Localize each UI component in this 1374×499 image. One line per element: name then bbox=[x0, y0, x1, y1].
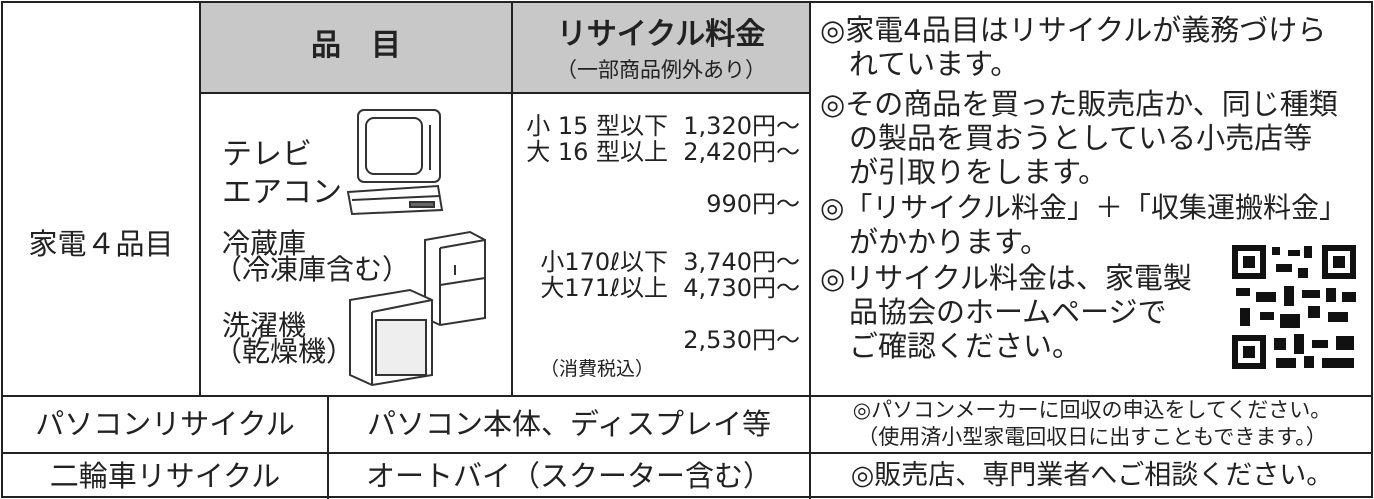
aircon-icon bbox=[346, 184, 444, 216]
fee: 小 15 型以下 1,320円～ bbox=[526, 112, 800, 140]
row-note: （使用済小型家電回収日に出すこともできます。） bbox=[857, 425, 1327, 449]
note-line: 品協会のホームページで bbox=[849, 295, 1167, 329]
item-name: 冷蔵庫 bbox=[222, 227, 307, 260]
header-bg bbox=[200, 2, 810, 93]
item-name: （冷凍庫含む） bbox=[214, 253, 411, 286]
note-line: ◎リサイクル料金は、家電製 bbox=[820, 261, 1192, 295]
fridge-icon bbox=[424, 230, 486, 327]
header-fee-note: （一部商品例外あり） bbox=[556, 58, 766, 82]
note-line: ご確認ください。 bbox=[849, 329, 1082, 363]
note-line: の製品を買おうとしている小売店等 bbox=[849, 121, 1313, 155]
item-name: （乾燥機） bbox=[214, 335, 355, 368]
fee: 990円～ bbox=[706, 190, 800, 218]
note-line: ◎その商品を買った販売店か、同じ種類 bbox=[820, 87, 1338, 121]
item-name: テレビ bbox=[222, 137, 312, 172]
note-line: がかかります。 bbox=[849, 225, 1050, 259]
row-item: オートバイ（スクーター含む） bbox=[365, 459, 772, 493]
tax-note: （消費税込） bbox=[540, 358, 655, 380]
header-fee: リサイクル料金 bbox=[556, 17, 766, 52]
washer-icon bbox=[349, 288, 433, 387]
category: 家電４品目 bbox=[28, 227, 174, 261]
fee: 小170ℓ以下 3,740円～ bbox=[540, 248, 800, 276]
item-name: エアコン bbox=[222, 175, 342, 210]
fee: 大171ℓ以上 4,730円～ bbox=[540, 274, 800, 302]
row-category: 二輪車リサイクル bbox=[49, 459, 281, 493]
row-note: ◎パソコンメーカーに回収の申込をしてください。 bbox=[852, 398, 1332, 422]
fee: 2,530円～ bbox=[683, 326, 800, 354]
header-item: 品 目 bbox=[311, 28, 401, 63]
tv-icon bbox=[357, 109, 441, 183]
note-line: ◎家電4品目はリサイクルが義務づけら bbox=[820, 13, 1327, 47]
row-item: パソコン本体、ディスプレイ等 bbox=[367, 407, 771, 441]
item-name: 洗濯機 bbox=[222, 309, 307, 342]
row-category: パソコンリサイクル bbox=[35, 407, 295, 441]
row-note: ◎販売店、専門業者へご相談ください。 bbox=[850, 460, 1334, 491]
fee: 大 16 型以上 2,420円～ bbox=[526, 138, 800, 166]
note-line: れています。 bbox=[849, 47, 1020, 81]
qr-code bbox=[1232, 245, 1356, 369]
note-line: が引取りをします。 bbox=[849, 155, 1108, 189]
note-line: ◎「リサイクル料金」＋「収集運搬料金」 bbox=[820, 191, 1348, 224]
